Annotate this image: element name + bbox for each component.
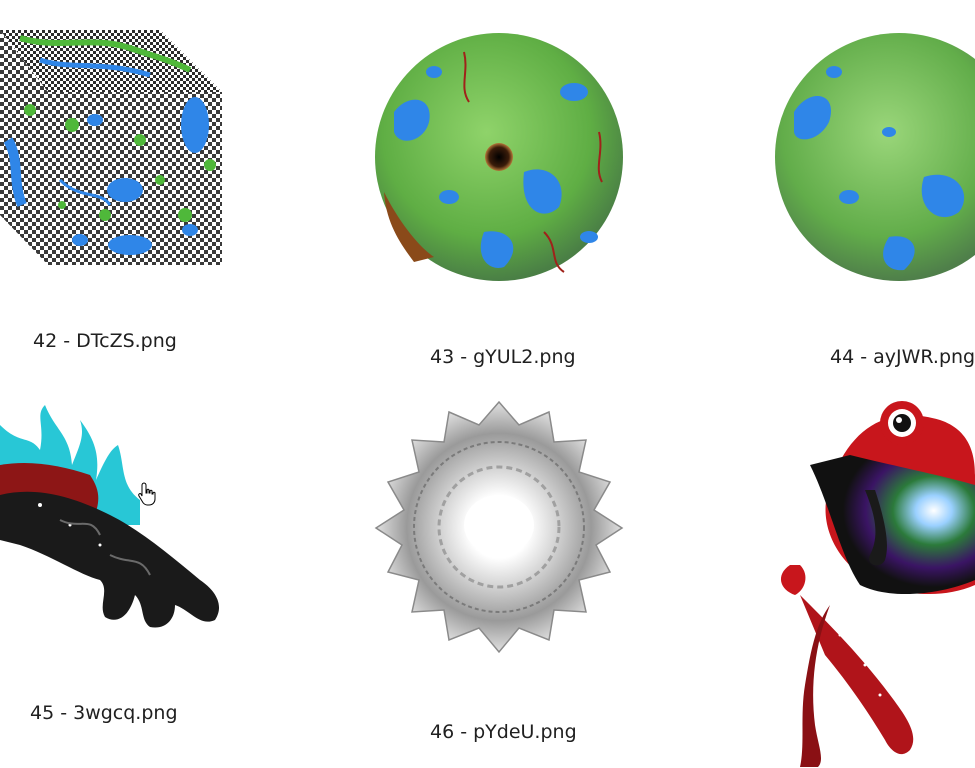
gallery-item-43[interactable]: 43 - gYUL2.png	[360, 20, 640, 375]
gallery-item-caption: 42 - DTcZS.png	[33, 330, 177, 352]
gallery-item-46[interactable]: 46 - pYdeU.png	[360, 395, 640, 750]
gallery-item-caption: 46 - pYdeU.png	[430, 721, 577, 743]
gallery-item-47[interactable]	[770, 395, 975, 768]
gallery-item-42[interactable]: 42 - DTcZS.png	[0, 20, 260, 360]
gallery-item-45[interactable]: 45 - 3wgcq.png	[0, 395, 260, 735]
planet-sphere-thumbnail	[374, 32, 624, 282]
gallery-item-caption: 43 - gYUL2.png	[430, 346, 576, 368]
gallery-item-caption: 44 - ayJWR.png	[830, 346, 975, 368]
gallery-item-caption: 45 - 3wgcq.png	[30, 702, 178, 724]
flaming-hand-thumbnail	[0, 405, 230, 635]
fractal-ring-thumbnail	[374, 400, 624, 655]
gallery-item-44[interactable]: 44 - ayJWR.png	[760, 20, 975, 375]
cosmic-frog-thumbnail	[770, 395, 975, 768]
planet-sphere-thumbnail	[774, 32, 975, 282]
cube-texture-thumbnail	[0, 30, 230, 275]
